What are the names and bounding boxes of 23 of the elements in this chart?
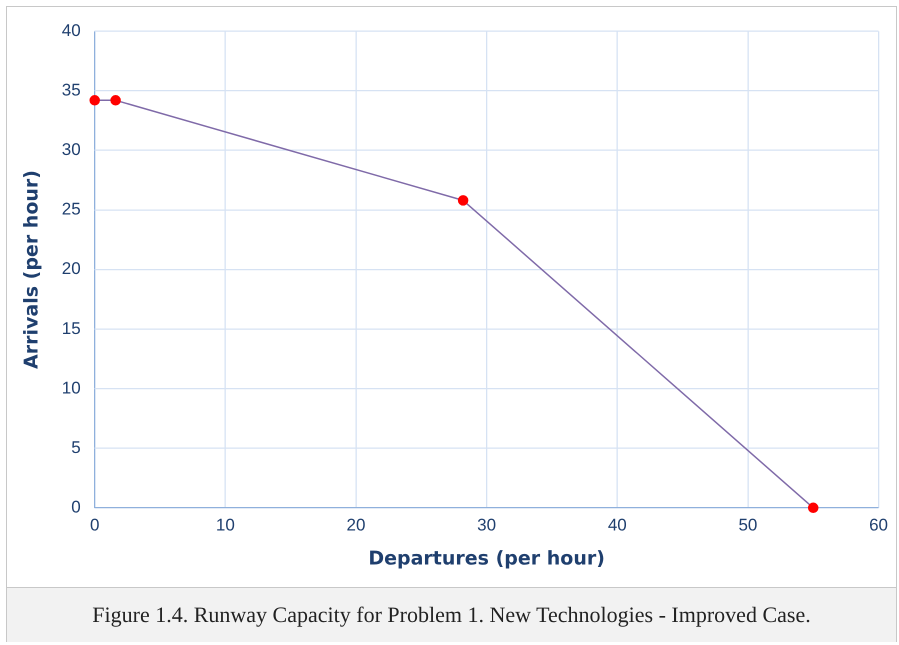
y-tick-label: 5 [71,438,81,457]
y-tick-label: 40 [62,20,81,40]
x-tick-label: 60 [869,516,888,535]
y-tick-label: 30 [62,140,81,160]
point [808,502,818,514]
x-tick-label: 50 [738,516,758,535]
y-tick-label: 25 [62,200,81,219]
point [89,95,100,106]
x-tick-label: 10 [216,516,235,535]
x-tick-label: 30 [477,516,496,535]
y-tick-label: 15 [62,318,81,338]
caption: Figure 1.4. Runway Capacity for Problem 1. New Technologies - Improved Case. [7,587,896,642]
y-tick-label: 35 [62,80,81,100]
x-tick-label: 0 [90,516,100,535]
y-tick-label: 0 [71,497,81,516]
point [110,95,121,106]
x-tick-label: 20 [346,516,366,535]
y-tick-label: 20 [62,259,81,278]
point [458,195,468,206]
y-tick-label: 10 [62,378,81,398]
x-tick-label: 40 [608,516,627,535]
y-axis-title: Arrivals (per hour) [20,170,42,369]
x-axis-title: Departures (per hour) [368,548,605,570]
